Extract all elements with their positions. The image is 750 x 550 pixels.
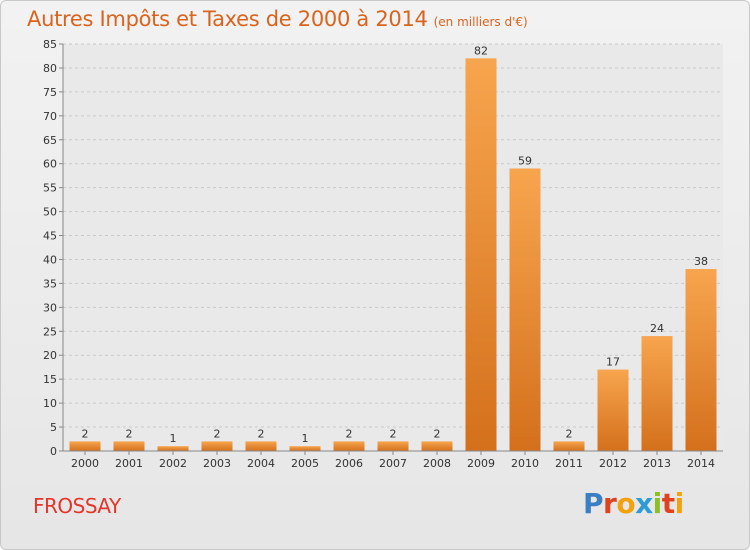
- proxiti-logo: Proxiti: [583, 487, 684, 520]
- data-label: 59: [518, 154, 532, 167]
- x-tick-label: 2008: [423, 457, 451, 470]
- bar: [465, 58, 497, 451]
- y-tick-label: 10: [43, 397, 57, 410]
- x-tick-label: 2009: [467, 457, 495, 470]
- y-tick-label: 15: [43, 373, 57, 386]
- data-label: 1: [302, 432, 309, 445]
- y-tick-label: 50: [43, 206, 57, 219]
- logo-letter: x: [635, 487, 653, 520]
- bar: [553, 441, 585, 451]
- data-label: 2: [214, 427, 221, 440]
- bar: [509, 168, 541, 451]
- y-tick-label: 0: [50, 445, 57, 458]
- y-tick-label: 20: [43, 349, 57, 362]
- chart-subtitle: (en milliers d'€): [433, 15, 528, 29]
- bar: [289, 446, 321, 451]
- y-tick-label: 30: [43, 301, 57, 314]
- y-tick-label: 40: [43, 253, 57, 266]
- y-tick-label: 80: [43, 62, 57, 75]
- data-label: 82: [474, 44, 488, 57]
- x-tick-label: 2014: [687, 457, 715, 470]
- data-label: 38: [694, 255, 708, 268]
- x-tick-label: 2006: [335, 457, 363, 470]
- x-tick-label: 2010: [511, 457, 539, 470]
- logo-letter: i: [652, 487, 663, 520]
- bar: [69, 441, 101, 451]
- bar: [685, 269, 717, 451]
- logo-letter: i: [674, 487, 685, 520]
- x-tick-label: 2003: [203, 457, 231, 470]
- bar: [201, 441, 233, 451]
- data-label: 17: [606, 356, 620, 369]
- y-tick-label: 75: [43, 86, 57, 99]
- bar: [597, 369, 629, 451]
- x-tick-label: 2004: [247, 457, 275, 470]
- x-tick-label: 2011: [555, 457, 583, 470]
- x-tick-label: 2002: [159, 457, 187, 470]
- y-tick-label: 60: [43, 158, 57, 171]
- x-tick-label: 2013: [643, 457, 671, 470]
- data-label: 2: [82, 427, 89, 440]
- x-tick-label: 2000: [71, 457, 99, 470]
- chart-title: Autres Impôts et Taxes de 2000 à 2014: [27, 7, 428, 31]
- chart-title-block: Autres Impôts et Taxes de 2000 à 2014 (en…: [27, 7, 528, 31]
- y-tick-label: 55: [43, 182, 57, 195]
- x-tick-label: 2005: [291, 457, 319, 470]
- data-label: 2: [346, 427, 353, 440]
- bar: [245, 441, 277, 451]
- y-tick-label: 85: [43, 38, 57, 51]
- y-tick-label: 25: [43, 325, 57, 338]
- y-tick-label: 70: [43, 110, 57, 123]
- y-tick-label: 45: [43, 230, 57, 243]
- bar: [333, 441, 365, 451]
- data-label: 1: [170, 432, 177, 445]
- bar: [113, 441, 145, 451]
- bar: [377, 441, 409, 451]
- y-tick-label: 5: [50, 421, 57, 434]
- logo-letter: t: [661, 487, 675, 520]
- data-label: 24: [650, 322, 664, 335]
- y-tick-label: 65: [43, 134, 57, 147]
- data-label: 2: [126, 427, 133, 440]
- x-tick-label: 2007: [379, 457, 407, 470]
- data-label: 2: [566, 427, 573, 440]
- logo-letter: o: [616, 487, 636, 520]
- bar: [421, 441, 453, 451]
- logo-letter: P: [583, 487, 604, 520]
- commune-name: FROSSAY: [33, 494, 121, 518]
- data-label: 2: [390, 427, 397, 440]
- logo-letter: r: [603, 487, 617, 520]
- x-tick-label: 2001: [115, 457, 143, 470]
- bar: [157, 446, 189, 451]
- data-label: 2: [434, 427, 441, 440]
- y-tick-label: 35: [43, 277, 57, 290]
- x-tick-label: 2012: [599, 457, 627, 470]
- data-label: 2: [258, 427, 265, 440]
- bar: [641, 336, 673, 451]
